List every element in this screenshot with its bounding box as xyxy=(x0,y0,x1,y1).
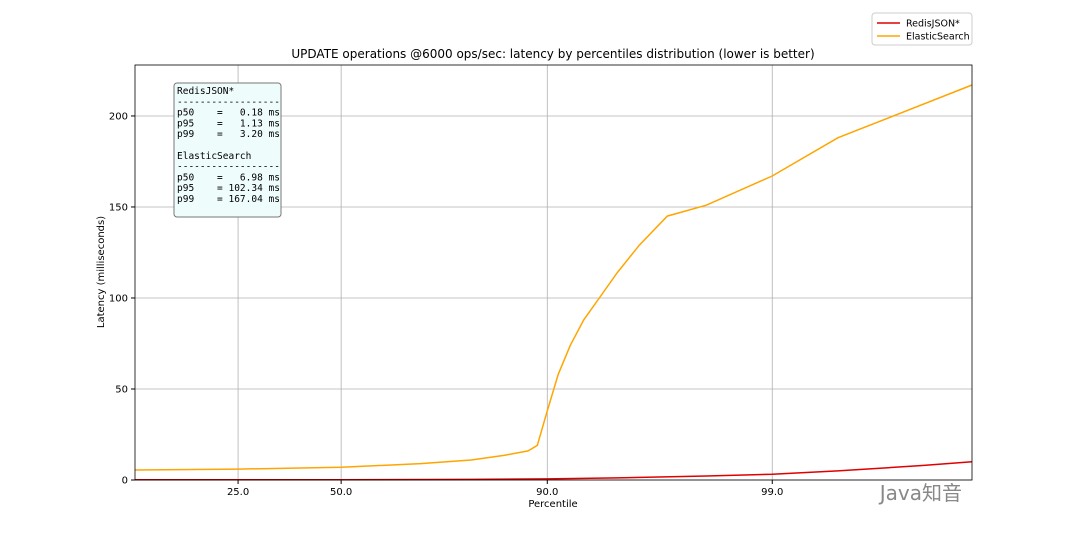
x-axis-label: Percentile xyxy=(528,499,577,510)
annotation-line: ElasticSearch xyxy=(177,151,251,162)
y-tick-label: 0 xyxy=(122,476,128,487)
y-tick-label: 200 xyxy=(109,111,128,122)
annotation-line: p99 = 167.04 ms xyxy=(177,194,280,205)
plot-frame xyxy=(134,64,973,481)
x-tick-label: 50.0 xyxy=(330,487,352,498)
line xyxy=(134,84,973,471)
y-tick-label: 150 xyxy=(109,202,128,213)
chart-title: UPDATE operations @6000 ops/sec: latency… xyxy=(291,47,814,61)
x-tick-label: 99.0 xyxy=(761,487,783,498)
annotation-line: p95 = 1.13 ms xyxy=(177,118,280,129)
annotation-line: ------------------ xyxy=(177,162,280,173)
watermark: Java知音 xyxy=(878,481,962,505)
y-tick-label: 50 xyxy=(115,384,128,395)
annotation-box: RedisJSON*------------------p50 = 0.18 m… xyxy=(173,82,282,218)
line xyxy=(134,461,973,481)
y-axis-label: Latency (milliseconds) xyxy=(96,216,107,328)
legend-frame xyxy=(871,12,973,46)
y-tick-label: 100 xyxy=(109,293,128,304)
x-tick-label: 90.0 xyxy=(536,487,558,498)
annotation-bg xyxy=(173,82,282,218)
legend-label: RedisJSON* xyxy=(906,19,960,30)
annotation-line: p50 = 6.98 ms xyxy=(177,172,280,183)
annotation-line: p95 = 102.34 ms xyxy=(177,183,280,194)
legend: RedisJSON* ElasticSearch xyxy=(871,12,973,46)
annotation-line: p99 = 3.20 ms xyxy=(177,129,280,140)
legend-label: ElasticSearch xyxy=(906,32,970,43)
annotation-line: p50 = 0.18 ms xyxy=(177,108,280,119)
x-tick-label: 25.0 xyxy=(227,487,249,498)
annotation-line: RedisJSON* xyxy=(177,86,234,97)
annotation-line: ------------------ xyxy=(177,97,280,108)
